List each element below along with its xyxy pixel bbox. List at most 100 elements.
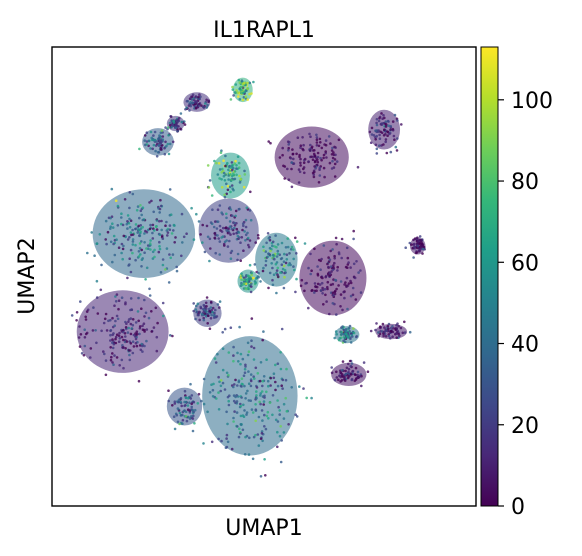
data-point	[375, 322, 378, 325]
data-point	[257, 444, 261, 447]
data-point	[352, 262, 356, 266]
data-point	[265, 241, 268, 245]
data-point	[216, 303, 220, 306]
data-point	[251, 457, 255, 461]
data-point	[197, 104, 200, 108]
data-point	[239, 259, 242, 263]
data-point	[147, 139, 151, 143]
data-point	[137, 255, 141, 258]
colorbar-tick-label: 100	[511, 89, 553, 114]
data-point	[276, 249, 280, 253]
data-point	[182, 235, 186, 239]
data-point	[177, 116, 181, 120]
data-point	[311, 171, 315, 175]
data-point	[241, 428, 245, 432]
data-point	[137, 379, 141, 383]
data-point	[333, 175, 337, 178]
data-point	[178, 422, 181, 426]
data-point	[266, 232, 270, 235]
data-point	[116, 204, 120, 208]
data-point	[202, 311, 205, 314]
data-point	[190, 405, 193, 409]
data-point	[413, 242, 416, 246]
x-axis-label: UMAP1	[225, 516, 302, 541]
data-point	[230, 178, 233, 181]
data-point	[98, 233, 102, 236]
data-point	[152, 139, 156, 142]
data-point	[320, 281, 324, 285]
plot-frame	[51, 46, 477, 507]
data-point	[262, 245, 265, 249]
data-point	[415, 251, 419, 254]
data-point	[348, 336, 352, 339]
data-point	[211, 208, 214, 211]
data-point	[104, 373, 108, 377]
data-point	[106, 230, 110, 234]
data-point	[126, 227, 129, 230]
data-point	[167, 399, 170, 403]
data-point	[223, 193, 226, 197]
data-point	[158, 245, 161, 248]
data-point	[111, 316, 114, 320]
data-point	[325, 156, 328, 159]
data-point	[239, 85, 243, 89]
data-point	[321, 292, 324, 295]
data-point	[399, 326, 403, 330]
data-point	[111, 352, 114, 355]
data-point	[345, 285, 348, 289]
data-point	[272, 273, 276, 277]
data-point	[343, 296, 346, 300]
data-point	[226, 395, 230, 399]
data-point	[287, 263, 290, 267]
data-point	[271, 283, 275, 287]
data-point	[331, 291, 335, 295]
data-point	[271, 240, 275, 244]
data-point	[245, 206, 249, 210]
data-point	[243, 384, 246, 388]
data-point	[189, 101, 192, 104]
data-point	[276, 243, 280, 246]
data-point	[158, 233, 162, 236]
data-point	[381, 322, 385, 326]
data-point	[204, 301, 208, 305]
data-point	[209, 300, 213, 304]
data-point	[285, 367, 288, 371]
data-point	[330, 153, 334, 156]
data-point	[381, 117, 384, 120]
data-point	[355, 335, 358, 339]
data-point	[140, 307, 143, 311]
data-point	[204, 315, 208, 318]
data-point	[216, 208, 220, 211]
data-point	[340, 256, 344, 260]
data-point	[232, 359, 235, 363]
data-point	[223, 195, 227, 199]
data-point	[141, 324, 144, 328]
cluster-6	[86, 187, 196, 291]
data-point	[262, 249, 266, 252]
data-point	[271, 266, 274, 270]
data-point	[116, 317, 120, 321]
data-point	[248, 209, 252, 212]
data-point	[222, 171, 226, 175]
cluster-body	[202, 336, 298, 456]
data-point	[342, 290, 346, 294]
data-point	[352, 229, 356, 233]
data-point	[266, 410, 270, 414]
data-point	[384, 132, 387, 136]
data-point	[231, 214, 234, 217]
data-point	[129, 322, 133, 326]
data-point	[247, 280, 251, 284]
data-point	[195, 212, 198, 216]
data-point	[302, 161, 306, 164]
data-point	[150, 330, 153, 333]
data-point	[130, 233, 133, 237]
data-point	[412, 238, 415, 242]
data-point	[313, 247, 316, 251]
data-point	[416, 245, 420, 248]
data-point	[149, 223, 152, 227]
data-point	[313, 155, 317, 158]
data-point	[238, 98, 242, 101]
data-point	[205, 98, 208, 102]
data-point	[234, 209, 238, 213]
data-point	[278, 434, 282, 438]
